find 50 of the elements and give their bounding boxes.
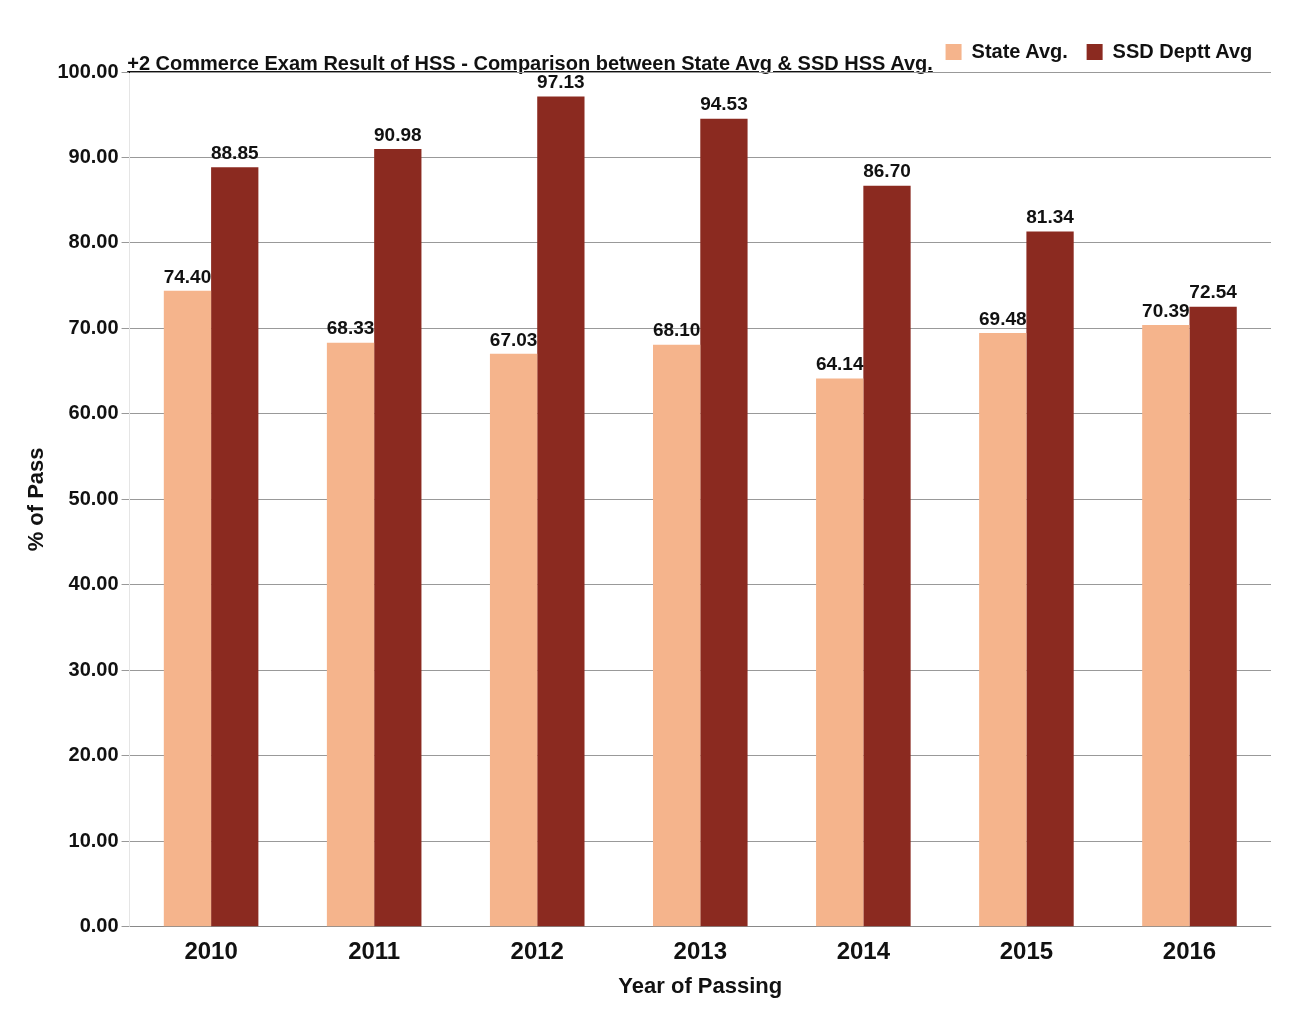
- bar: [163, 290, 212, 927]
- y-axis-title: % of Pass: [23, 447, 49, 552]
- x-tick-label: 2010: [184, 936, 238, 964]
- bar: [1026, 231, 1074, 927]
- bar: [863, 185, 911, 927]
- data-label: 88.85: [210, 142, 259, 164]
- legend-label: State Avg.: [971, 39, 1068, 62]
- y-tick-label: 60.00: [68, 401, 119, 424]
- y-tick-label: 100.00: [57, 59, 119, 82]
- x-tick-label: 2014: [836, 936, 891, 964]
- y-tick-label: 90.00: [68, 145, 119, 167]
- x-tick-label: 2016: [1162, 936, 1217, 964]
- data-label: 97.13: [537, 71, 585, 93]
- data-label: 68.33: [326, 317, 375, 339]
- y-tick-label: 50.00: [68, 486, 119, 509]
- bar: [816, 378, 864, 927]
- data-label: 68.10: [652, 319, 701, 341]
- bar: [326, 342, 375, 927]
- x-tick-label: 2015: [999, 936, 1054, 964]
- x-tick-label: 2013: [673, 936, 727, 964]
- bar: [653, 344, 701, 927]
- y-tick-label: 20.00: [68, 743, 119, 766]
- bar: [700, 118, 748, 927]
- data-label: 94.53: [700, 93, 748, 115]
- y-tick-label: 80.00: [68, 230, 119, 253]
- data-label: 86.70: [863, 160, 911, 182]
- bar: [979, 332, 1027, 927]
- y-tick-label: 40.00: [68, 572, 119, 595]
- data-label: 67.03: [489, 328, 538, 350]
- y-tick-label: 10.00: [68, 828, 119, 851]
- x-tick-label: 2012: [510, 936, 564, 964]
- y-tick-label: 0.00: [79, 914, 119, 937]
- bar: [211, 167, 259, 927]
- data-label: 72.54: [1189, 281, 1238, 303]
- data-label: 81.34: [1026, 206, 1075, 228]
- bar: [489, 353, 538, 927]
- bar: [537, 96, 585, 927]
- y-tick-label: 30.00: [68, 657, 119, 680]
- x-axis-title: Year of Passing: [618, 972, 783, 998]
- legend-label: SSD Deptt Avg: [1112, 39, 1253, 62]
- x-tick-label: 2011: [348, 936, 401, 964]
- data-label: 74.40: [163, 265, 212, 287]
- data-label: 90.98: [374, 123, 422, 145]
- bar: [1142, 325, 1190, 927]
- chart-title: +2 Commerce Exam Result of HSS - Comparison between State Avg & SSD HSS Avg.: [127, 52, 933, 74]
- data-label: 69.48: [978, 307, 1027, 329]
- bar: [1189, 306, 1237, 927]
- bar: [374, 149, 422, 927]
- data-label: 70.39: [1142, 299, 1190, 321]
- y-tick-label: 70.00: [68, 315, 119, 338]
